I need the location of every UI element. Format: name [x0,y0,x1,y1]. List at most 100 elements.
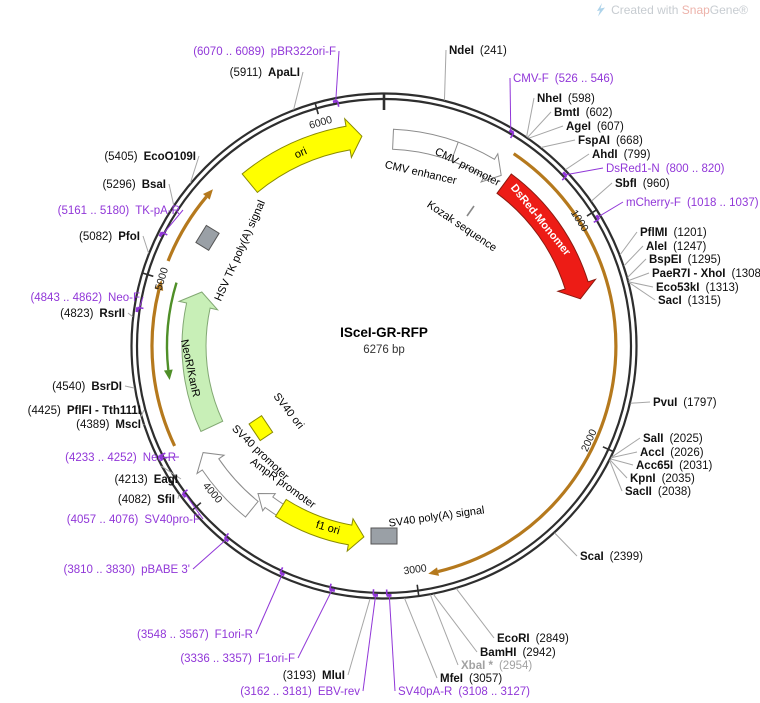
site-label-EcoRI: EcoRI(2849) [497,633,569,645]
site-label-SacII: SacII(2038) [625,486,691,498]
leader-SacII [610,460,622,491]
leader-SbfI [591,183,612,201]
feature-hsv-tk-polya-box [196,225,219,250]
feature-orange-arc-left-lower [152,290,175,446]
site-label-AleI: AleI(1247) [646,241,707,253]
site-label-EcoO109I: (5405)EcoO109I [104,151,196,163]
site-label-PvuI: PvuI(1797) [653,397,717,409]
feature-label-sv40-ori: SV40 ori [271,391,306,432]
feature-label-hsv-tk-poly-a-signal: HSV TK poly(A) signal [213,198,268,303]
leader-F1ori-F [298,589,333,658]
site-label-pBABE-3-: (3810 .. 3830)pBABE 3' [64,564,190,576]
leader-SV40pA-R [389,594,395,691]
leader-PflMI [620,232,637,255]
site-label-F1ori-R: (3548 .. 3567)F1ori-R [137,629,253,641]
site-label-DsRed1-N: DsRed1-N(800 .. 820) [606,163,725,175]
site-label-BsrDI: (4540)BsrDI [52,381,122,393]
site-label-Acc65I: Acc65I(2031) [636,460,713,472]
leader-AleI [624,246,643,266]
leader-mCherry-F [596,202,623,218]
leader-MfeI [404,598,437,678]
site-label-BamHI: BamHI(2942) [480,647,556,659]
site-label-Eco53kI: Eco53kI(1313) [656,282,739,294]
feature-sv40-polya-box [371,528,397,544]
watermark: Created with SnapGene® [594,3,748,17]
leader-BsrDI [125,386,135,388]
feature-green-reverse-arc [167,283,177,370]
leader-pBABE-3- [193,538,228,569]
site-label-FspAI: FspAI(668) [578,135,643,147]
feature-label-ampr-promoter: AmpR promoter [248,456,318,512]
site-label-EBV-rev: (3162 .. 3181)EBV-rev [240,686,360,698]
site-label-KpnI: KpnI(2035) [630,473,695,485]
site-label-MscI: (4389)MscI [76,419,141,431]
watermark-text: Created with SnapGene® [611,3,748,17]
site-label-EagI: (4213)EagI [114,474,178,486]
site-label-SacI: SacI(1315) [658,295,721,307]
scale-label-3000: 3000 [403,562,428,577]
site-label-F1ori-F: (3336 .. 3357)F1ori-F [180,653,295,665]
feature-green-reverse-arc-arrowhead [164,370,173,380]
site-label-pBR322ori-F: (6070 .. 6089)pBR322ori-F [193,46,336,58]
site-label-PflFI-Tth111I: (4425)PflFI - Tth111I [28,405,141,417]
site-label-SV40pro-F: (4057 .. 4076)SV40pro-F [67,514,200,526]
site-label-PflMI: PflMI(1201) [640,227,707,239]
site-label-MfeI: MfeI(3057) [440,673,502,685]
leader-BamHI [433,594,477,652]
site-label-SalI: SalI(2025) [643,433,703,445]
site-label-Neo-R: (4233 .. 4252)Neo-R [65,452,176,464]
site-label-AgeI: AgeI(607) [566,121,624,133]
primer-mark-hook-pBR322ori-F [338,101,339,107]
brand-gene: Gene® [710,3,748,17]
scale-label-1000: 1000 [568,208,591,234]
leader-pBR322ori-F [336,51,339,103]
leader-PfoI [143,236,149,253]
plasmid-size: 6276 bp [363,344,405,356]
site-label-PfoI: (5082)PfoI [79,231,140,243]
leader-BsaI [169,184,174,205]
site-label-AccI: AccI(2026) [640,447,704,459]
scale-label-6000: 6000 [308,114,334,132]
leader-ScaI [555,533,577,556]
leader-EBV-rev [363,594,376,691]
site-label-NheI: NheI(598) [537,93,595,105]
scale-label-5000: 5000 [153,266,171,292]
leader-FspAI [541,140,575,147]
leader-XbaI- [430,595,458,665]
leader-PvuI [630,402,650,403]
site-label-NdeI: NdeI(241) [449,45,507,57]
site-label-RsrII: (4823)RsrII [60,308,125,320]
site-label-mCherry-F: mCherry-F(1018 .. 1037) [626,197,759,209]
brand-snap: Snap [682,3,710,17]
primer-mark-hook-Neo-F [137,307,143,308]
leader-DsRed1-N [564,168,603,175]
site-label-BmtI: BmtI(602) [554,107,613,119]
leader-F1ori-R [256,572,283,634]
leader-SfiI [178,494,179,499]
leader-NdeI [444,50,446,100]
site-label-XbaI-: XbaI *(2954) [461,660,532,672]
feature-label-dsred-monomer: DsRed-Monomer [508,182,573,259]
site-label-Neo-F: (4843 .. 4862)Neo-F [30,292,140,304]
leader-EcoRI [456,588,494,638]
feature-label-sv40-poly-a-signal: SV40 poly(A) signal [388,504,485,529]
site-label-PaeR7I-XhoI: PaeR7I - XhoI(1308) [652,268,760,280]
site-label-MluI: (3193)MluI [283,670,345,682]
feature-kozak-tick [467,206,474,216]
scale-tick-3000 [417,585,419,596]
site-label-ScaI: ScaI(2399) [580,551,643,563]
leader-AhdI [565,154,589,170]
leader-AgeI [528,126,563,138]
site-label-SfiI: (4082)SfiI [118,494,175,506]
site-label-AhdI: AhdI(799) [592,149,651,161]
site-label-TK-pA-R: (5161 .. 5180)TK-pA-R [58,205,180,217]
site-label-ApaLI: (5911)ApaLI [230,67,300,79]
leader-RsrII [128,313,133,317]
site-label-SbfI: SbfI(960) [615,178,670,190]
site-label-BspEI: BspEI(1295) [649,254,721,266]
site-label-BsaI: (5296)BsaI [102,179,166,191]
snapgene-logo-icon [594,3,607,17]
leader-CMV-F [510,78,511,133]
